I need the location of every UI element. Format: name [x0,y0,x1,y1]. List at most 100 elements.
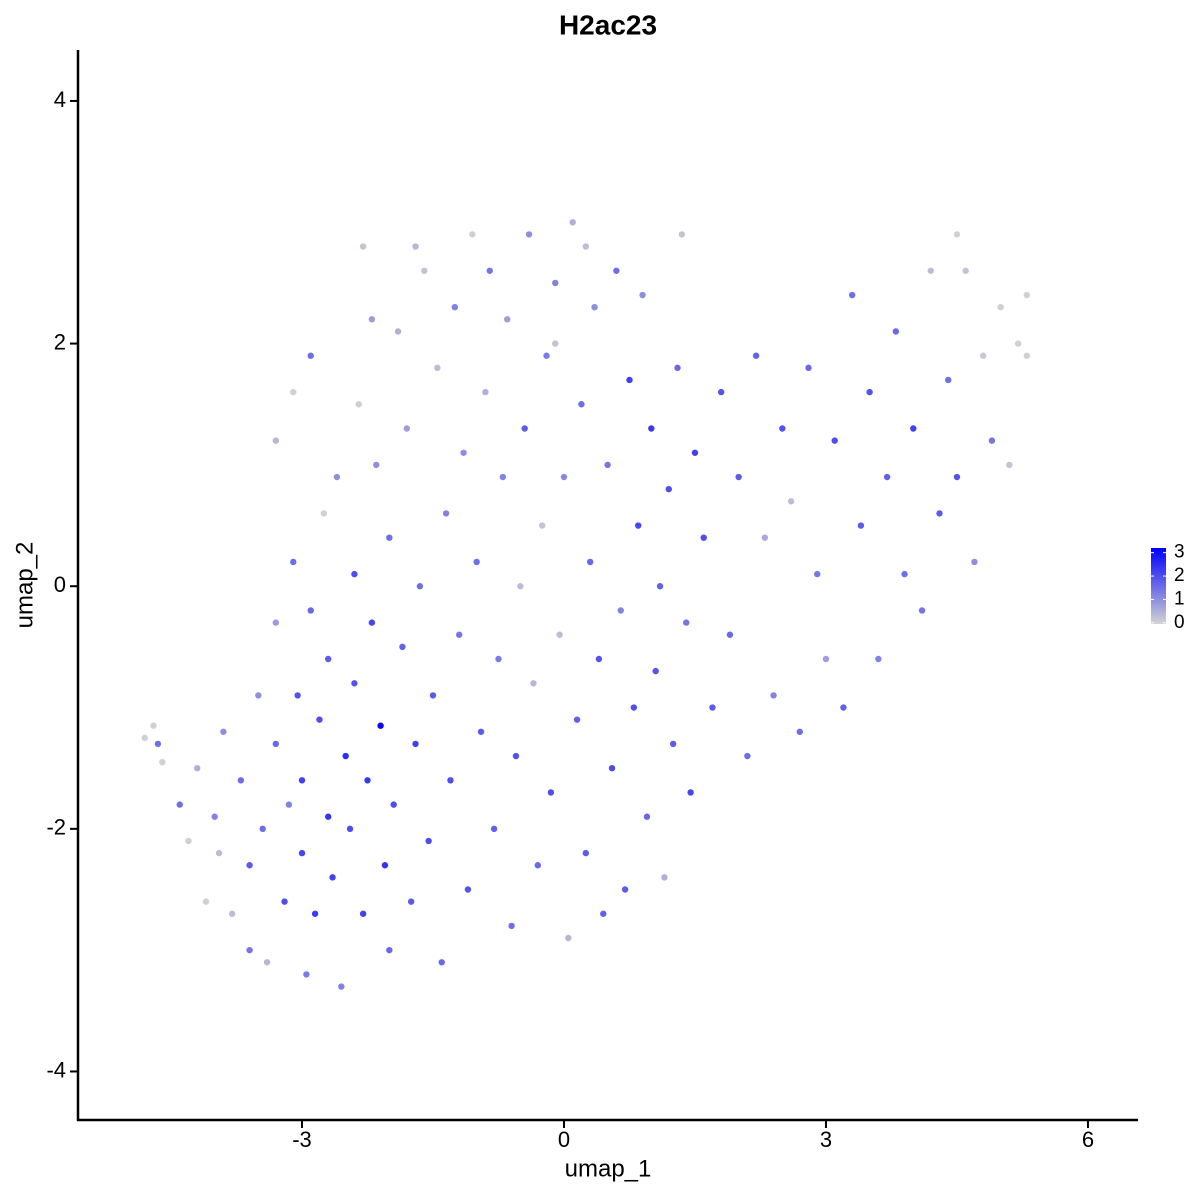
point [298,849,306,857]
point [255,692,262,699]
point [552,340,559,347]
point [617,607,624,614]
x-tick-label: -3 [292,1127,312,1152]
point [604,461,611,469]
point [883,473,891,481]
point [910,425,917,432]
point [482,388,489,396]
point [866,388,873,396]
point [595,655,603,663]
y-tick-label: 2 [54,329,66,354]
point [744,752,751,760]
point [918,607,926,614]
point [875,655,882,663]
point [927,267,934,274]
point [674,364,681,372]
point [669,740,677,748]
point [578,401,585,408]
point [351,680,358,687]
point [355,401,362,408]
point [486,267,493,274]
point [643,813,651,820]
point [582,849,590,857]
point [814,570,821,578]
point [311,910,319,917]
point [661,874,668,881]
point [451,303,459,311]
point [246,946,253,954]
point [220,728,227,735]
point [547,789,555,796]
point [455,631,463,638]
y-tick-label: 0 [54,572,66,597]
point [464,886,472,893]
point [429,692,437,699]
point [953,231,961,238]
point [840,704,847,711]
point [285,801,293,808]
point [600,910,607,917]
point [635,522,642,529]
point [512,752,520,760]
point [346,825,354,833]
point [394,328,402,335]
legend-colorbar [1151,548,1166,624]
point [953,473,961,481]
point [495,655,502,663]
point [333,473,341,481]
point [421,267,428,274]
point [988,437,996,444]
point [237,777,245,784]
x-axis-title: umap_1 [565,1155,652,1182]
point [381,862,389,869]
point [377,722,384,729]
point [329,874,336,881]
point [648,425,655,432]
legend-label: 1 [1174,588,1185,609]
point [1023,291,1031,299]
point [368,316,376,323]
point [613,267,620,274]
point [290,558,297,566]
point [460,449,467,456]
point [324,813,332,820]
y-tick-label: -4 [46,1057,66,1082]
point [307,607,314,614]
x-tick-label: 6 [1082,1127,1094,1152]
point [805,364,812,372]
point [1023,352,1031,359]
y-axis-title: umap_2 [11,542,38,629]
legend-label: 2 [1174,565,1185,586]
point [779,425,786,432]
point [407,898,415,905]
point [447,777,454,784]
point [848,291,856,299]
point [521,425,528,432]
point [997,303,1004,311]
point [215,849,223,857]
point [796,728,803,735]
point [416,583,424,590]
y-tick-label: -2 [46,815,66,840]
point [945,376,952,384]
point [530,680,537,687]
legend-label: 3 [1174,542,1185,563]
point [534,862,541,869]
point [591,303,598,311]
point [228,910,236,917]
point [259,825,266,833]
point [552,279,559,287]
point [294,692,301,699]
point [626,376,633,384]
point [368,619,376,626]
chart-title: H2ac23 [559,9,657,40]
point [1006,461,1013,469]
point [359,243,367,250]
point [351,570,358,578]
point [565,934,572,942]
point [582,243,590,250]
point [412,740,419,748]
point [469,231,476,238]
point [342,752,349,760]
